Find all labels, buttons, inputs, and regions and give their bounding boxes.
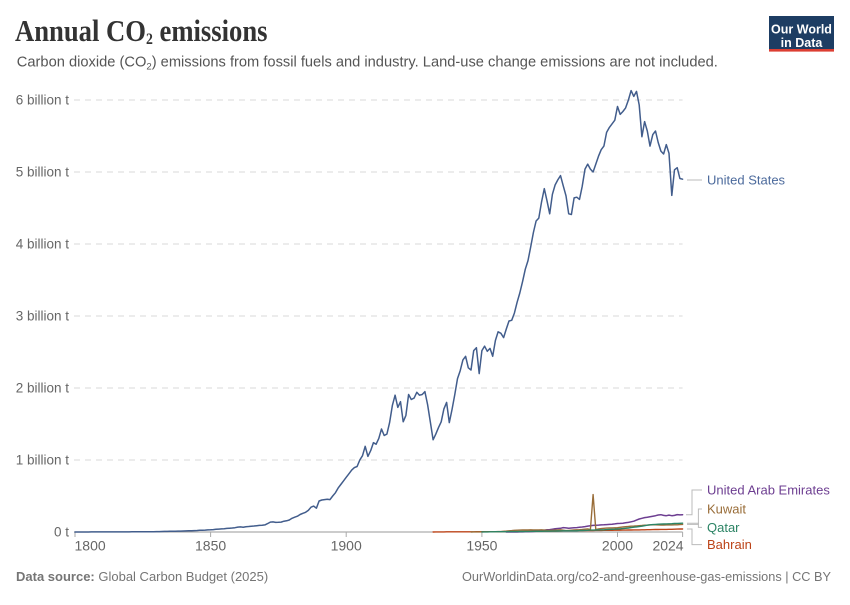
svg-text:Bahrain: Bahrain: [707, 537, 752, 552]
svg-text:4 billion t: 4 billion t: [16, 237, 70, 252]
svg-text:3 billion t: 3 billion t: [16, 309, 70, 324]
svg-text:2000: 2000: [602, 538, 633, 554]
svg-text:Annual CO2 emissions: Annual CO2 emissions: [15, 14, 268, 48]
svg-text:1 billion t: 1 billion t: [16, 453, 70, 468]
svg-text:2 billion t: 2 billion t: [16, 381, 70, 396]
svg-text:Our World: Our World: [771, 23, 832, 37]
svg-text:1800: 1800: [75, 538, 106, 554]
svg-text:5 billion t: 5 billion t: [16, 165, 70, 180]
svg-text:1950: 1950: [466, 538, 497, 554]
svg-text:2024: 2024: [652, 538, 683, 554]
svg-text:1900: 1900: [331, 538, 362, 554]
svg-text:Qatar: Qatar: [707, 520, 740, 535]
svg-text:Kuwait: Kuwait: [707, 502, 746, 517]
svg-text:United Arab Emirates: United Arab Emirates: [707, 483, 830, 498]
svg-text:Carbon dioxide (CO2) emissions: Carbon dioxide (CO2) emissions from foss…: [17, 55, 718, 73]
svg-text:in Data: in Data: [781, 36, 824, 50]
svg-text:0 t: 0 t: [54, 525, 69, 540]
svg-text:OurWorldinData.org/co2-and-gre: OurWorldinData.org/co2-and-greenhouse-ga…: [462, 569, 831, 584]
svg-text:6 billion t: 6 billion t: [16, 93, 70, 108]
svg-text:Data source: Global Carbon Bud: Data source: Global Carbon Budget (2025): [16, 569, 268, 584]
svg-text:United States: United States: [707, 173, 786, 188]
svg-text:1850: 1850: [195, 538, 226, 554]
